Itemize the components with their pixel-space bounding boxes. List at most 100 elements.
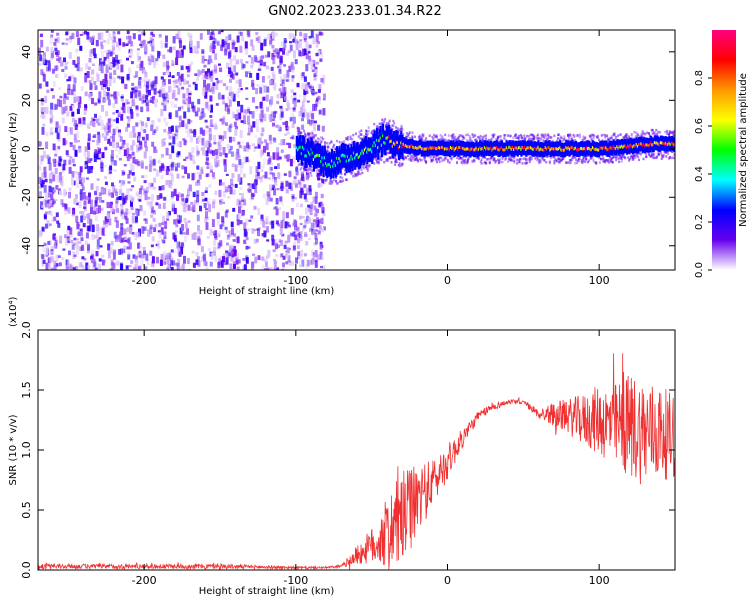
ridge-halo: [648, 134, 651, 138]
noise-speckle: [128, 55, 132, 58]
noise-speckle: [321, 227, 324, 232]
noise-speckle: [44, 95, 48, 103]
noise-speckle: [315, 238, 318, 245]
noise-speckle: [308, 58, 312, 62]
noise-speckle: [191, 101, 195, 109]
noise-speckle: [84, 146, 88, 152]
ridge-halo: [381, 122, 384, 125]
ridge-halo: [387, 121, 390, 125]
ridge-halo: [523, 134, 526, 137]
ridge-halo: [540, 133, 543, 137]
noise-speckle: [101, 188, 105, 193]
noise-speckle: [231, 111, 235, 119]
ridge-halo: [377, 125, 380, 129]
noise-speckle: [211, 86, 215, 95]
noise-speckle: [282, 139, 286, 145]
ridge-halo: [440, 137, 443, 140]
noise-speckle: [191, 173, 195, 181]
noise-speckle: [85, 195, 89, 201]
noise-speckle: [79, 246, 83, 251]
noise-speckle: [78, 200, 82, 209]
noise-speckle: [290, 94, 294, 100]
chart-title: GN02.2023.233.01.34.R22: [268, 4, 442, 19]
ridge-halo: [587, 159, 590, 162]
noise-speckle: [311, 113, 315, 120]
noise-speckle: [290, 89, 294, 93]
noise-speckle: [310, 259, 314, 265]
noise-speckle: [122, 139, 126, 145]
noise-speckle: [119, 146, 123, 150]
noise-speckle: [52, 174, 56, 182]
ridge-core: [309, 153, 312, 157]
noise-speckle: [275, 254, 279, 257]
noise-speckle: [187, 156, 190, 160]
noise-speckle: [212, 201, 216, 209]
noise-speckle: [105, 30, 109, 33]
noise-speckle: [209, 119, 213, 127]
ridge-halo: [421, 158, 424, 162]
noise-speckle: [301, 216, 305, 219]
ridge-halo: [556, 139, 559, 143]
ridge-halo: [642, 157, 645, 161]
noise-speckle: [208, 161, 212, 168]
ridge-core: [352, 151, 356, 155]
noise-speckle: [263, 232, 267, 236]
noise-speckle: [272, 122, 275, 127]
ridge-halo: [464, 161, 467, 165]
ridge-halo: [645, 152, 648, 156]
noise-speckle: [92, 135, 96, 138]
noise-speckle: [126, 238, 130, 244]
noise-speckle: [276, 188, 280, 191]
noise-speckle: [168, 113, 172, 118]
noise-speckle: [115, 54, 119, 61]
noise-speckle: [200, 111, 204, 119]
noise-speckle: [220, 198, 224, 201]
ridge-halo: [633, 130, 636, 134]
noise-speckle: [187, 32, 191, 37]
ridge-halo: [618, 157, 620, 160]
noise-speckle: [140, 162, 144, 169]
ridge-halo: [310, 165, 313, 169]
noise-speckle: [165, 35, 168, 43]
noise-speckle: [170, 191, 174, 198]
noise-speckle: [315, 61, 319, 65]
noise-speckle: [254, 109, 258, 112]
noise-speckle: [149, 36, 153, 41]
noise-speckle: [268, 158, 272, 164]
ridge-core: [392, 141, 396, 145]
noise-speckle: [181, 198, 185, 202]
noise-speckle: [235, 252, 239, 260]
noise-speckle: [104, 125, 108, 133]
ridge-core: [357, 156, 360, 159]
noise-speckle: [177, 48, 181, 52]
ridge-core: [341, 153, 345, 157]
noise-speckle: [237, 173, 241, 182]
noise-speckle: [238, 112, 242, 120]
noise-speckle: [95, 185, 99, 192]
noise-speckle: [108, 218, 112, 226]
ridge-halo: [533, 136, 536, 139]
noise-speckle: [214, 158, 218, 166]
noise-speckle: [144, 266, 148, 270]
noise-speckle: [169, 46, 173, 53]
noise-speckle: [142, 39, 146, 47]
noise-speckle: [97, 99, 101, 103]
noise-speckle: [320, 217, 324, 223]
noise-speckle: [57, 222, 61, 228]
noise-speckle: [288, 262, 292, 266]
noise-speckle: [188, 92, 192, 96]
noise-speckle: [166, 211, 170, 220]
noise-speckle: [49, 256, 53, 264]
ridge-core: [420, 147, 423, 151]
noise-speckle: [39, 57, 43, 60]
noise-speckle: [136, 144, 140, 153]
noise-speckle: [209, 134, 213, 140]
noise-speckle: [75, 215, 79, 223]
ridge-halo: [300, 131, 303, 135]
noise-speckle: [205, 140, 209, 147]
noise-speckle: [312, 258, 316, 265]
ridge-halo: [499, 160, 502, 164]
ridge-halo: [628, 157, 631, 161]
noise-speckle: [81, 244, 85, 251]
noise-speckle: [107, 189, 111, 194]
